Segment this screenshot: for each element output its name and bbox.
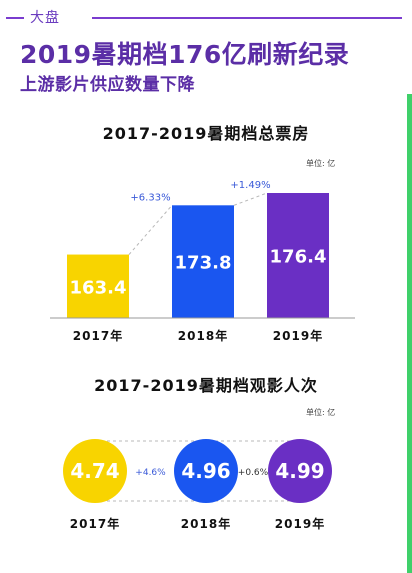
x-tick-label: 2018年 xyxy=(181,516,231,531)
bar-value-label: 163.4 xyxy=(70,277,127,298)
growth-label: +4.6% xyxy=(135,468,166,478)
bar-value-label: 176.4 xyxy=(270,247,327,268)
bubble-value-label: 4.74 xyxy=(70,459,119,483)
bar-chart-unit: 单位: 亿 xyxy=(306,159,336,168)
bar-2017年 xyxy=(67,254,129,318)
bubble-value-label: 4.96 xyxy=(181,459,230,483)
growth-connector xyxy=(128,204,173,255)
admissions-bubble-chart: 4.74 2017年 4.96 2018年 4.99 2019年 +4.6% +0.6% xyxy=(63,439,332,531)
growth-label: +6.33% xyxy=(130,192,170,203)
bar-chart-title: 2017-2019暑期档总票房 xyxy=(102,124,310,143)
bar-2018年 xyxy=(172,205,234,318)
growth-label: +1.49% xyxy=(230,180,270,191)
section-tag: 大盘 xyxy=(0,4,412,30)
growth-label: +0.6% xyxy=(238,468,269,478)
x-tick-label: 2017年 xyxy=(73,328,123,343)
tag-divider-left xyxy=(6,17,24,19)
bubble-2017年 xyxy=(63,439,127,503)
bubble-value-label: 4.99 xyxy=(275,459,324,483)
section-tag-label: 大盘 xyxy=(30,10,60,26)
bar-2019年 xyxy=(267,193,329,318)
bar-value-label: 173.8 xyxy=(175,253,232,274)
x-tick-label: 2019年 xyxy=(273,328,323,343)
box-office-bar-chart: 163.4 2017年 173.8 2018年 176.4 2019年 +6.33% +1.4… xyxy=(50,180,355,343)
page-subtitle: 上游影片供应数量下降 xyxy=(20,75,195,95)
bubble-2019年 xyxy=(268,439,332,503)
x-tick-label: 2019年 xyxy=(275,516,325,531)
bubble-chart-title: 2017-2019暑期档观影人次 xyxy=(94,376,318,395)
x-tick-label: 2018年 xyxy=(178,328,228,343)
bubble-2018年 xyxy=(174,439,238,503)
tag-divider-right xyxy=(92,17,402,19)
x-tick-label: 2017年 xyxy=(70,516,120,531)
decorative-side-strip xyxy=(407,94,412,573)
growth-connector xyxy=(233,192,268,206)
page-title: 2019暑期档176亿刷新纪录 xyxy=(20,40,350,69)
bubble-chart-unit: 单位: 亿 xyxy=(306,408,336,417)
